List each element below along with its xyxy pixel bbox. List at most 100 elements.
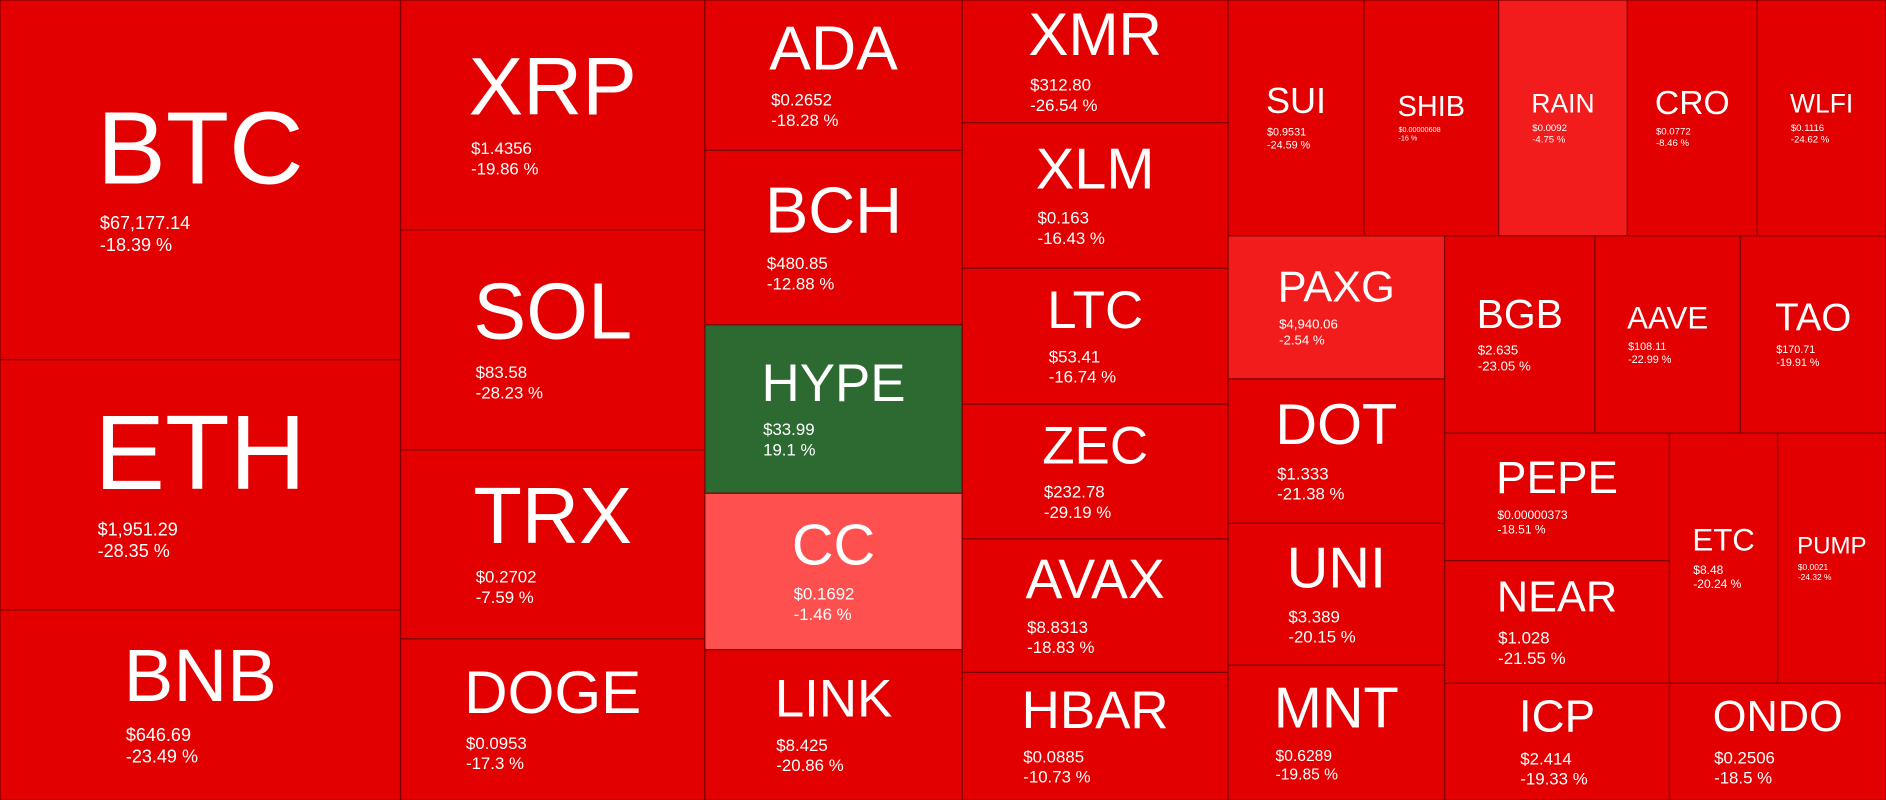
tile-background — [1668, 432, 1779, 684]
symbol: PAXG — [1278, 263, 1395, 311]
change: -28.35 % — [98, 541, 170, 561]
tile-background — [399, 638, 706, 800]
tile-background — [961, 0, 1229, 124]
tile-background — [0, 0, 402, 361]
price: $1.028 — [1498, 629, 1549, 648]
symbol: XLM — [1036, 138, 1155, 202]
price: $3.389 — [1288, 608, 1339, 627]
tile: XRP $1.4356-19.86 % — [399, 0, 706, 231]
change: -18.5 % — [1714, 768, 1772, 787]
price: $0.2506 — [1714, 748, 1775, 767]
price: $0.00000373 — [1497, 508, 1567, 522]
tile: TRX $0.2702-7.59 % — [399, 449, 706, 640]
price: $8.425 — [776, 736, 827, 755]
symbol: DOGE — [464, 659, 641, 726]
tile-background — [399, 0, 706, 231]
symbol: HYPE — [762, 354, 906, 413]
symbol: SUI — [1266, 80, 1326, 121]
change: -2.54 % — [1279, 332, 1325, 347]
symbol: TRX — [473, 471, 632, 560]
change: -19.91 % — [1776, 357, 1820, 369]
tile-background — [961, 267, 1229, 405]
tile-background — [704, 324, 963, 494]
price: $0.9531 — [1267, 127, 1306, 139]
price: $2.635 — [1478, 343, 1518, 358]
price: $33.99 — [763, 420, 814, 439]
price: $0.1116 — [1791, 123, 1824, 134]
symbol: LINK — [775, 670, 893, 729]
change: -24.32 % — [1798, 572, 1832, 582]
change: -24.62 % — [1791, 135, 1830, 146]
tile: ETH $1,951.29-28.35 % — [0, 359, 402, 611]
tile: LINK $8.425-20.86 % — [704, 649, 963, 800]
change: -23.49 % — [126, 747, 198, 767]
price: $8.8313 — [1027, 618, 1088, 637]
tile: PUMP $0.0021-24.32 % — [1777, 432, 1886, 684]
change: -16 % — [1399, 134, 1418, 143]
tile: NEAR $1.028-21.55 % — [1443, 560, 1671, 684]
change: -23.05 % — [1478, 358, 1531, 373]
tile: DOGE $0.0953-17.3 % — [399, 638, 706, 800]
change: -4.75 % — [1532, 135, 1566, 146]
tile: HBAR $0.0885-10.73 % — [961, 671, 1229, 800]
symbol: LTC — [1047, 281, 1143, 340]
change: -19.85 % — [1276, 767, 1339, 784]
tile-background — [1227, 0, 1365, 237]
symbol: TAO — [1775, 296, 1851, 339]
tile: PAXG $4,940.06-2.54 % — [1227, 235, 1446, 380]
tile: BTC $67,177.14-18.39 % — [0, 0, 402, 361]
tile: BNB $646.69-23.49 % — [0, 609, 402, 800]
tile: ICP $2.414 -19.33 % — [1443, 682, 1671, 800]
symbol: ADA — [769, 14, 898, 84]
tile: PEPE $0.00000373-18.51 % — [1443, 432, 1671, 562]
symbol: CC — [792, 514, 875, 578]
price: $0.6289 — [1276, 748, 1332, 765]
tile-background — [0, 609, 402, 800]
tile: ONDO $0.2506-18.5 % — [1668, 682, 1886, 800]
change: -28.23 % — [476, 383, 543, 402]
tile: AAVE $108.11-22.99 % — [1594, 235, 1742, 434]
change: -22.99 % — [1628, 354, 1672, 366]
symbol: ETH — [94, 394, 306, 512]
price: $67,177.14 — [100, 213, 190, 233]
price: $480.85 — [767, 254, 828, 273]
tile: CC $0.1692-1.46 % — [704, 492, 963, 651]
change: -16.74 % — [1049, 367, 1116, 386]
symbol: ICP — [1519, 691, 1595, 742]
tile-background — [1668, 682, 1886, 800]
symbol: SOL — [473, 267, 632, 356]
tile-background — [1777, 432, 1886, 684]
price: $2.414 — [1520, 749, 1571, 768]
symbol: NEAR — [1497, 573, 1617, 621]
symbol: ETC — [1692, 523, 1755, 558]
tile: ETC $8.48-20.24 % — [1668, 432, 1779, 684]
tile: TAO $170.71-19.91 % — [1739, 235, 1886, 434]
price: $1.4356 — [471, 139, 532, 158]
price: $0.2652 — [771, 91, 832, 110]
symbol: AAVE — [1627, 300, 1708, 335]
price: $0.1692 — [794, 585, 855, 604]
symbol: PEPE — [1496, 452, 1618, 503]
tile-background — [704, 0, 963, 151]
price: $0.0021 — [1798, 562, 1829, 572]
change: -29.19 % — [1044, 503, 1111, 522]
change: -19.86 % — [471, 159, 538, 178]
tile: AVAX $8.8313-18.83 % — [961, 538, 1229, 674]
change: -1.46 % — [794, 605, 852, 624]
change: -24.59 % — [1267, 140, 1311, 152]
symbol: ZEC — [1042, 416, 1148, 475]
tile-background — [1227, 664, 1446, 800]
symbol: CRO — [1655, 85, 1730, 122]
symbol: MNT — [1274, 676, 1399, 740]
price: $312.80 — [1030, 76, 1091, 95]
change: -18.28 % — [771, 111, 838, 130]
tile: SUI $0.9531-24.59 % — [1227, 0, 1365, 237]
symbol: XMR — [1028, 1, 1162, 68]
price: $232.78 — [1044, 483, 1105, 502]
tile: SOL $83.58-28.23 % — [399, 229, 706, 451]
change: -19.33 % — [1520, 770, 1587, 789]
symbol: HBAR — [1022, 681, 1169, 740]
tile-background — [961, 122, 1229, 269]
change: -18.39 % — [100, 235, 172, 255]
